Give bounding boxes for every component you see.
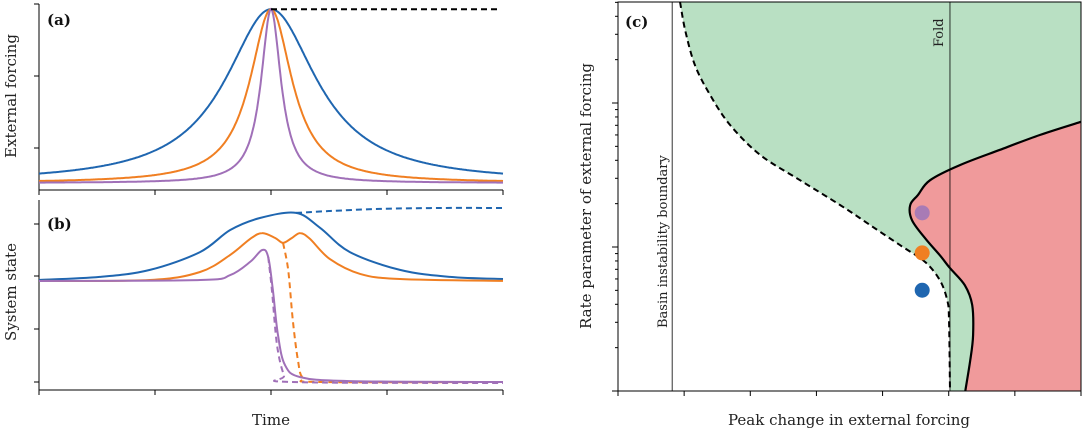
panel-c-ylabel: Rate parameter of external forcing	[577, 63, 595, 329]
fold-label: Fold	[932, 18, 947, 47]
basin-instability-label: Basin instability boundary	[656, 155, 671, 328]
panel-a-ylabel: External forcing	[2, 34, 20, 158]
panel-a	[34, 3, 504, 195]
panel-b-label: (b)	[47, 215, 72, 233]
panel-a-label: (a)	[47, 11, 71, 29]
panel-c-label: (c)	[625, 13, 648, 31]
panel-c-xlabel: Peak change in external forcing	[728, 411, 970, 429]
point-slow	[914, 282, 930, 298]
tipping-boundary-line	[908, 120, 1082, 392]
panel-b-xlabel: Time	[252, 411, 290, 429]
forcing-line-slow	[38, 8, 504, 175]
point-fast	[914, 205, 930, 221]
panel-b	[34, 189, 504, 395]
panel-c	[612, 1, 1082, 396]
panel-b-ylabel: System state	[2, 243, 20, 341]
state-line-fast	[38, 248, 504, 383]
state-line-slow	[38, 211, 504, 281]
point-medium	[914, 245, 930, 261]
state-line-medium	[38, 232, 504, 282]
state-line-slow-hold	[295, 206, 504, 214]
dashed-boundary-line	[679, 1, 951, 392]
panel-c-frame	[617, 1, 1082, 392]
forcing-line-medium	[38, 8, 504, 182]
state-line-medium-hold	[282, 242, 504, 384]
tipping-region	[909, 121, 1081, 391]
state-line-fast-hold	[267, 256, 504, 384]
forcing-line-fast	[39, 7, 503, 184]
